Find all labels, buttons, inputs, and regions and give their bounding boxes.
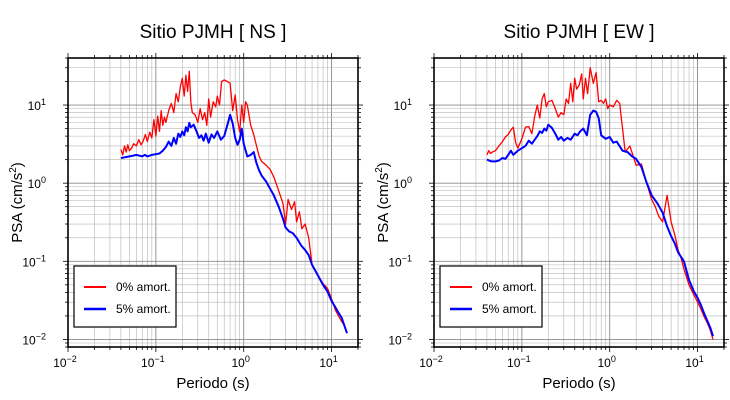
y-tick-label: 10−1 <box>388 253 412 269</box>
legend-label-damped: 5% amort. <box>482 302 537 316</box>
plot-frame <box>67 57 359 348</box>
chart-panel-2: 10−2 10−1 100 101 10−2 10−1 100 101 Sitio PJMH [… <box>374 22 729 392</box>
chart-title: Sitio PJMH [ EW ] <box>504 22 655 43</box>
plot-frame <box>433 57 725 348</box>
x-axis-label: Periodo (s) <box>176 375 249 392</box>
legend-box <box>439 265 543 328</box>
y-tick-label: 100 <box>28 175 46 191</box>
y-axis-label: PSA (cm/s2) <box>374 162 392 243</box>
legend: 0% amort. 5% amort. <box>439 265 543 328</box>
y-tick-label: 10−2 <box>388 331 412 347</box>
legend: 0% amort. 5% amort. <box>73 265 177 328</box>
series-line-damped <box>120 113 348 334</box>
legend-label-damped: 5% amort. <box>116 302 171 316</box>
x-tick-label: 101 <box>685 354 703 370</box>
chart-panel-1: 10−2 10−1 100 101 10−2 10−1 100 101 Sitio PJMH [… <box>8 22 363 392</box>
legend-box <box>73 265 177 328</box>
legend-label-undamped: 0% amort. <box>116 280 171 294</box>
y-tick-label: 101 <box>28 97 46 113</box>
x-tick-label: 101 <box>319 354 337 370</box>
y-tick-label: 10−2 <box>22 331 46 347</box>
x-axis-label: Periodo (s) <box>542 375 615 392</box>
series-line-undamped <box>120 70 348 334</box>
y-tick-label: 10−1 <box>22 253 46 269</box>
x-tick-label: 100 <box>598 354 616 370</box>
y-tick-label: 100 <box>394 175 412 191</box>
x-tick-label: 10−1 <box>141 354 165 370</box>
y-axis-label: PSA (cm/s2) <box>8 162 26 243</box>
x-tick-label: 10−2 <box>53 354 77 370</box>
chart-title: Sitio PJMH [ NS ] <box>140 22 287 43</box>
series-line-undamped <box>486 67 714 340</box>
legend-label-undamped: 0% amort. <box>482 280 537 294</box>
x-tick-label: 100 <box>232 354 250 370</box>
series-line-damped <box>486 109 714 337</box>
y-tick-label: 101 <box>394 97 412 113</box>
x-tick-label: 10−2 <box>419 354 443 370</box>
x-tick-label: 10−1 <box>507 354 531 370</box>
